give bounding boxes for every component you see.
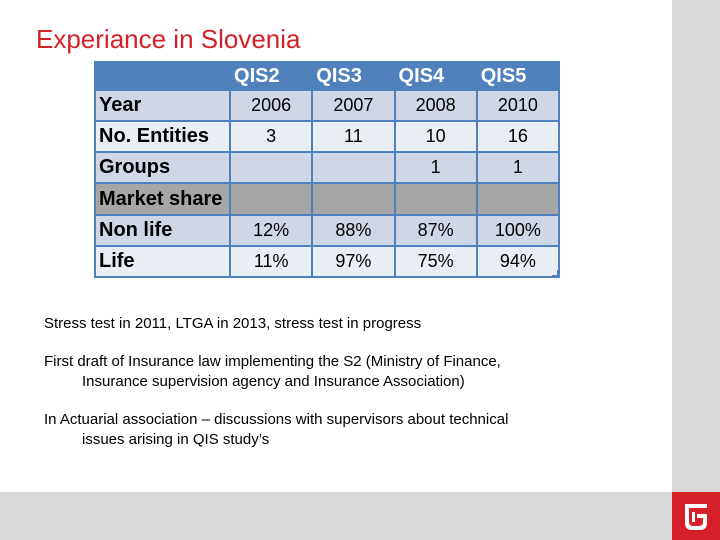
- table-cell: 12%: [231, 215, 312, 245]
- table-cell: [477, 184, 558, 214]
- table-cell: 75%: [395, 246, 476, 276]
- table-row: Groups 1 1: [96, 153, 558, 183]
- table-cell: [313, 184, 394, 214]
- row-label: Non life: [96, 215, 230, 245]
- table-cell: 1: [395, 153, 476, 183]
- bullet-text-continuation: issues arising in QIS study’s: [82, 431, 270, 448]
- header-cell-qis4: QIS4: [395, 63, 476, 89]
- table-row: Non life 12% 88% 87% 100%: [96, 215, 558, 245]
- row-label: Year: [96, 91, 230, 121]
- bottom-bar: [0, 492, 672, 540]
- table-cell: 2010: [477, 91, 558, 121]
- bullet-item: Stress test in 2011, LTGA in 2013, stres…: [44, 314, 644, 334]
- bullet-text: Stress test in 2011, LTGA in 2013, stres…: [44, 315, 422, 332]
- row-label: Groups: [96, 153, 230, 183]
- company-logo: [672, 492, 720, 540]
- row-label: Life: [96, 246, 230, 276]
- bullet-text: First draft of Insurance law implementin…: [44, 353, 501, 370]
- company-logo-icon: [685, 504, 707, 530]
- table-cell: 2006: [231, 91, 312, 121]
- table-row: Life 11% 97% 75% 94%: [96, 246, 558, 276]
- table-cell: 11%: [231, 246, 312, 276]
- bullet-text: In Actuarial association – discussions w…: [44, 411, 509, 428]
- table-resize-handle: [552, 270, 559, 277]
- table-cell: 10: [395, 122, 476, 152]
- bullet-list: Stress test in 2011, LTGA in 2013, stres…: [44, 314, 644, 468]
- table-cell: 87%: [395, 215, 476, 245]
- table-cell: [395, 184, 476, 214]
- table-cell: 94%: [477, 246, 558, 276]
- table-header-row: QIS2 QIS3 QIS4 QIS5: [96, 63, 558, 89]
- table-cell: [313, 153, 394, 183]
- header-cell-qis5: QIS5: [477, 63, 558, 89]
- bullet-item: First draft of Insurance law implementin…: [44, 352, 644, 392]
- table-cell: 88%: [313, 215, 394, 245]
- table-row: No. Entities 3 11 10 16: [96, 122, 558, 152]
- table-cell: 11: [313, 122, 394, 152]
- table-cell: 1: [477, 153, 558, 183]
- header-cell-qis3: QIS3: [313, 63, 394, 89]
- table-section-row: Market share: [96, 184, 558, 214]
- right-side-bar: [672, 0, 720, 540]
- table-row: Year 2006 2007 2008 2010: [96, 91, 558, 121]
- table-cell: 16: [477, 122, 558, 152]
- header-cell-empty: [96, 63, 230, 89]
- bullet-text-continuation: Insurance supervision agency and Insuran…: [82, 373, 465, 390]
- bullet-item: In Actuarial association – discussions w…: [44, 410, 644, 450]
- table-cell: [231, 184, 312, 214]
- qis-table: QIS2 QIS3 QIS4 QIS5 Year 2006 2007 2008 …: [94, 61, 560, 278]
- table-cell: 97%: [313, 246, 394, 276]
- row-label: No. Entities: [96, 122, 230, 152]
- table-cell: 2007: [313, 91, 394, 121]
- slide-title: Experiance in Slovenia: [36, 24, 301, 54]
- header-cell-qis2: QIS2: [231, 63, 312, 89]
- table-cell: 100%: [477, 215, 558, 245]
- table-cell: [231, 153, 312, 183]
- row-label: Market share: [96, 184, 230, 214]
- table-cell: 3: [231, 122, 312, 152]
- table-cell: 2008: [395, 91, 476, 121]
